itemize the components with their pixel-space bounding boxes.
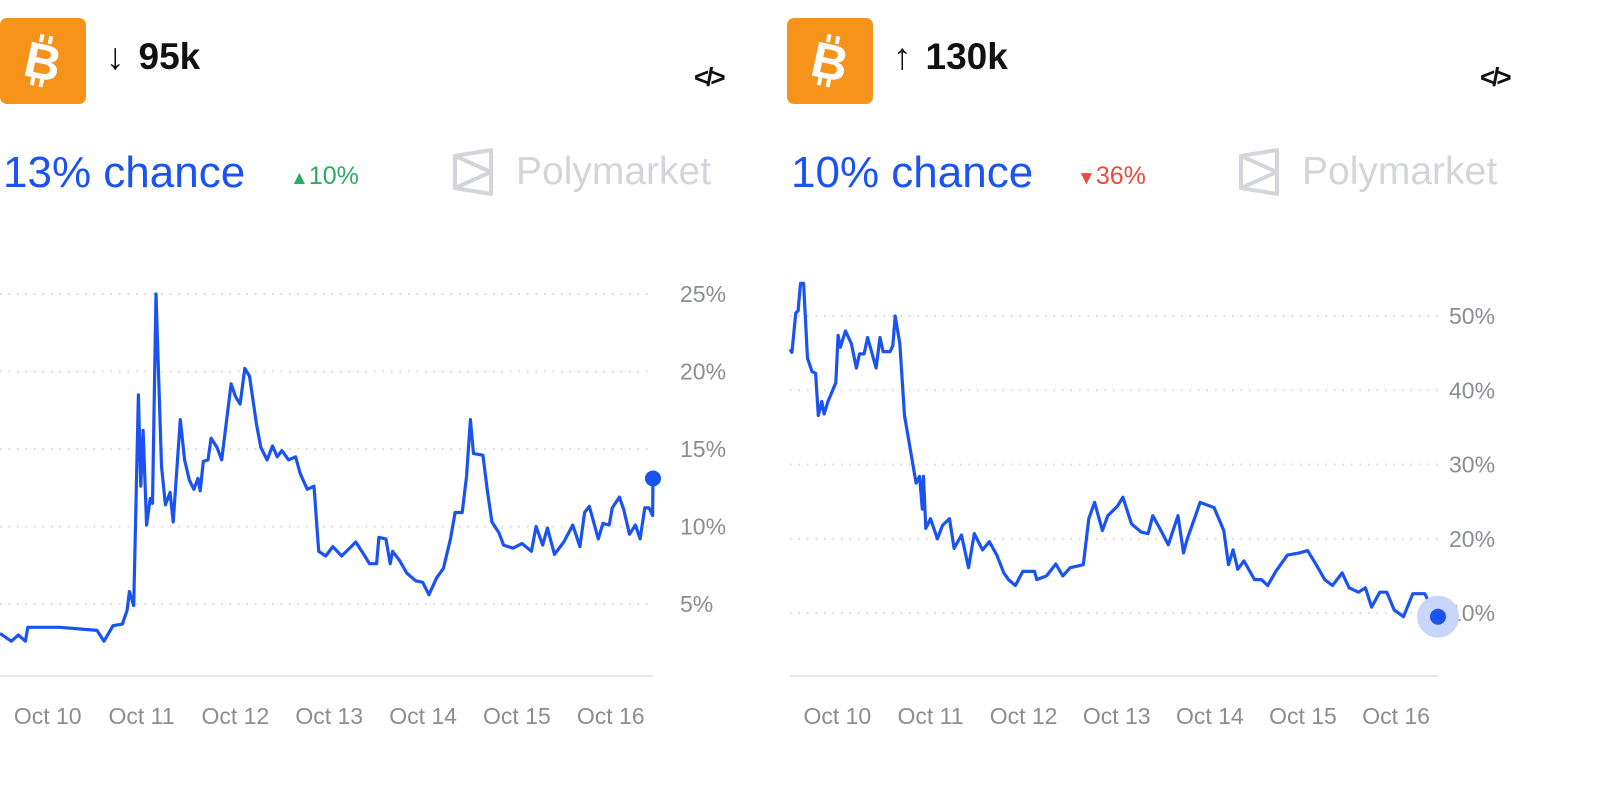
x-tick-label: Oct 13 [1083,703,1151,729]
x-tick-label: Oct 15 [483,703,551,729]
x-tick-label: Oct 10 [14,703,82,729]
embed-code-icon[interactable]: </> [694,62,726,92]
series-line [788,281,1440,619]
market-question: ↑ 130k [893,36,1008,78]
bitcoin-icon: B [787,18,873,104]
arrow-down-icon: ↓ [106,36,125,77]
arrow-up-icon: ↑ [893,36,912,77]
last-point-marker [1430,608,1446,625]
x-tick-label: Oct 13 [295,703,363,729]
market-card-130k: B ↑ 130k </> 10% chance ▼36% Polymarket 1… [787,0,1577,804]
x-tick-label: Oct 12 [990,703,1058,729]
y-tick-label: 10% [680,514,726,540]
change-value: 36% [1095,162,1146,190]
polymarket-logo: Polymarket [1238,148,1497,196]
polymarket-wordmark: Polymarket [1302,150,1498,193]
market-card-95k: B ↓ 95k </> 13% chance ▲10% Polymarket 5%… [0,0,760,804]
embed-code-icon[interactable]: </> [1480,62,1512,92]
polymarket-logo: Polymarket [452,148,711,196]
x-tick-label: Oct 14 [389,703,457,729]
change-value: 10% [308,162,359,190]
price-target: 130k [925,36,1008,77]
polymarket-wordmark: Polymarket [516,150,712,193]
y-tick-label: 20% [680,359,726,385]
x-tick-label: Oct 11 [897,703,963,729]
y-tick-label: 5% [680,591,713,617]
x-tick-label: Oct 12 [202,703,270,729]
market-question: ↓ 95k [106,36,200,78]
last-point-marker [645,470,661,487]
x-tick-label: Oct 16 [1362,703,1430,729]
bitcoin-glyph: B [19,33,66,89]
polymarket-mark-icon [453,148,493,196]
chart-95k: 5% 10% 15% 20% 25% Oct 10 Oct 11 Oct 12 Oct 13 Oc… [0,281,726,729]
bitcoin-icon: B [0,18,86,104]
x-tick-label: Oct 16 [577,703,645,729]
x-tick-label: Oct 15 [1269,703,1337,729]
chart-130k: 10%20%30%40%50%Oct 10 Oct 11 Oct 12 Oct 13 O… [788,281,1495,729]
price-target: 95k [138,36,201,77]
y-tick-label: 40% [1449,377,1495,403]
y-tick-label: 15% [680,436,726,462]
bitcoin-glyph: B [806,33,853,89]
y-tick-label: 20% [1449,526,1495,552]
x-tick-label: Oct 14 [1176,703,1244,729]
polymarket-mark-icon [1239,148,1279,196]
chance-value: 10% chance [791,148,1034,197]
change-badge: ▼36% [1077,162,1146,191]
x-tick-label: Oct 11 [109,703,175,729]
change-badge: ▲10% [290,162,359,191]
triangle-up-icon: ▲ [290,168,309,189]
triangle-down-icon: ▼ [1077,168,1096,189]
x-tick-label: Oct 10 [803,703,871,729]
y-tick-label: 30% [1449,452,1495,478]
y-tick-label: 50% [1449,303,1495,329]
chance-value: 13% chance [3,148,246,197]
series-line [0,292,655,643]
y-tick-label: 25% [680,281,726,307]
